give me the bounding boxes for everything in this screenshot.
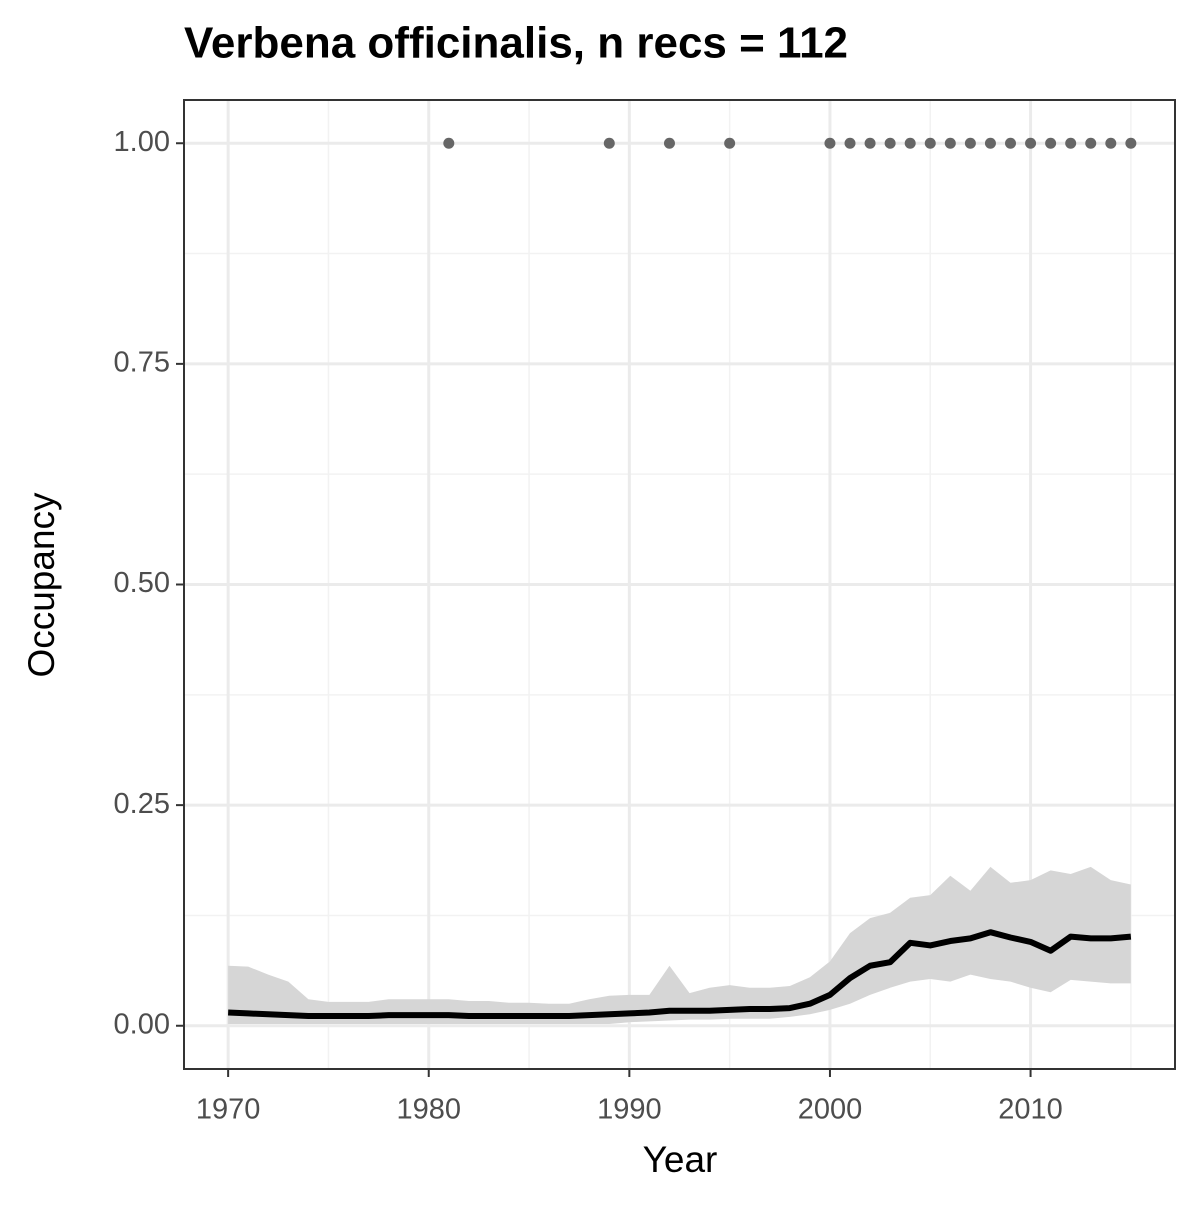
y-tick-label: 0.00 bbox=[114, 1008, 170, 1040]
record-point bbox=[1025, 137, 1037, 149]
record-point bbox=[884, 137, 896, 149]
record-point bbox=[663, 137, 675, 149]
y-tick-label: 1.00 bbox=[114, 126, 170, 158]
x-axis-title: Year bbox=[643, 1139, 718, 1180]
y-axis-title: Occupancy bbox=[21, 492, 62, 678]
record-point bbox=[944, 137, 956, 149]
y-tick-label: 0.75 bbox=[114, 347, 170, 379]
x-tick-label: 2000 bbox=[798, 1094, 863, 1126]
plot-area bbox=[183, 99, 1176, 1070]
x-tick-label: 1990 bbox=[597, 1094, 662, 1126]
record-point bbox=[724, 137, 736, 149]
record-point bbox=[904, 137, 916, 149]
chart-title: Verbena officinalis, n recs = 112 bbox=[184, 19, 848, 68]
record-point bbox=[924, 137, 936, 149]
record-point bbox=[984, 137, 996, 149]
record-point bbox=[824, 137, 836, 149]
record-point bbox=[1065, 137, 1077, 149]
record-point bbox=[1105, 137, 1117, 149]
x-tick-label: 2010 bbox=[998, 1094, 1063, 1126]
record-point bbox=[603, 137, 615, 149]
record-point bbox=[1125, 137, 1137, 149]
record-point bbox=[1045, 137, 1057, 149]
record-point bbox=[964, 137, 976, 149]
record-point bbox=[443, 137, 455, 149]
confidence-band bbox=[228, 866, 1131, 1024]
x-tick-label: 1980 bbox=[396, 1094, 461, 1126]
record-point bbox=[1005, 137, 1017, 149]
record-point bbox=[864, 137, 876, 149]
record-point bbox=[844, 137, 856, 149]
y-tick-label: 0.25 bbox=[114, 788, 170, 820]
record-point bbox=[1085, 137, 1097, 149]
x-tick-label: 1970 bbox=[196, 1094, 261, 1126]
occupancy-line bbox=[228, 929, 1132, 1020]
y-tick-label: 0.50 bbox=[114, 567, 170, 599]
